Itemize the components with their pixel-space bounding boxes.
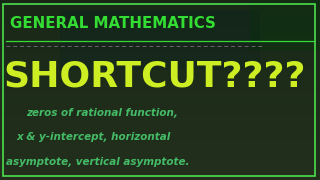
Text: asymptote, vertical asymptote.: asymptote, vertical asymptote. [6, 157, 190, 167]
Text: zeros of rational function,: zeros of rational function, [26, 108, 178, 118]
Text: GENERAL MATHEMATICS: GENERAL MATHEMATICS [10, 16, 215, 31]
Text: SHORTCUT????: SHORTCUT???? [3, 60, 306, 93]
Text: x & y-intercept, horizontal: x & y-intercept, horizontal [16, 132, 170, 142]
